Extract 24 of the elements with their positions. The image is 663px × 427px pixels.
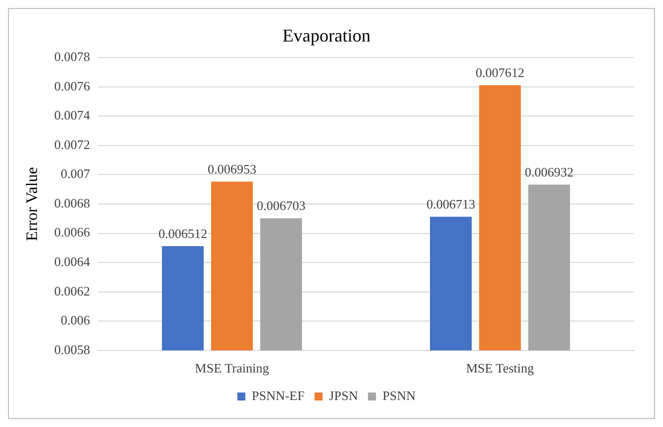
y-tick-label: 0.0078 <box>54 49 90 64</box>
y-tick-label: 0.006 <box>60 312 90 328</box>
y-tick-label: 0.0072 <box>54 136 90 152</box>
y-tick-label: 0.007 <box>60 166 90 182</box>
y-tick-label: 0.0064 <box>54 254 90 269</box>
chart-title: Evaporation <box>282 26 370 46</box>
data-label: 0.006703 <box>256 198 306 214</box>
data-label: 0.006512 <box>158 226 208 242</box>
y-tick-label: 0.0062 <box>54 283 90 298</box>
legend-label: PSNN-EF <box>252 388 305 403</box>
y-tick-label: 0.0074 <box>54 108 90 123</box>
data-label: 0.006932 <box>524 164 574 180</box>
y-axis-title: Error Value <box>24 167 41 241</box>
legend-label: PSNN <box>382 388 416 403</box>
x-tick-label: MSE Testing <box>466 360 534 376</box>
y-tick-label: 0.0066 <box>54 224 90 240</box>
y-tick-label: 0.0068 <box>54 195 90 210</box>
y-tick-label: 0.0076 <box>54 78 90 94</box>
data-label: 0.006953 <box>208 162 256 177</box>
legend-label: JPSN <box>329 388 359 403</box>
x-tick-label: MSE Training <box>194 360 270 376</box>
data-label: 0.007612 <box>476 65 524 80</box>
y-tick-label: 0.0058 <box>54 342 90 357</box>
data-label: 0.006713 <box>426 196 476 212</box>
